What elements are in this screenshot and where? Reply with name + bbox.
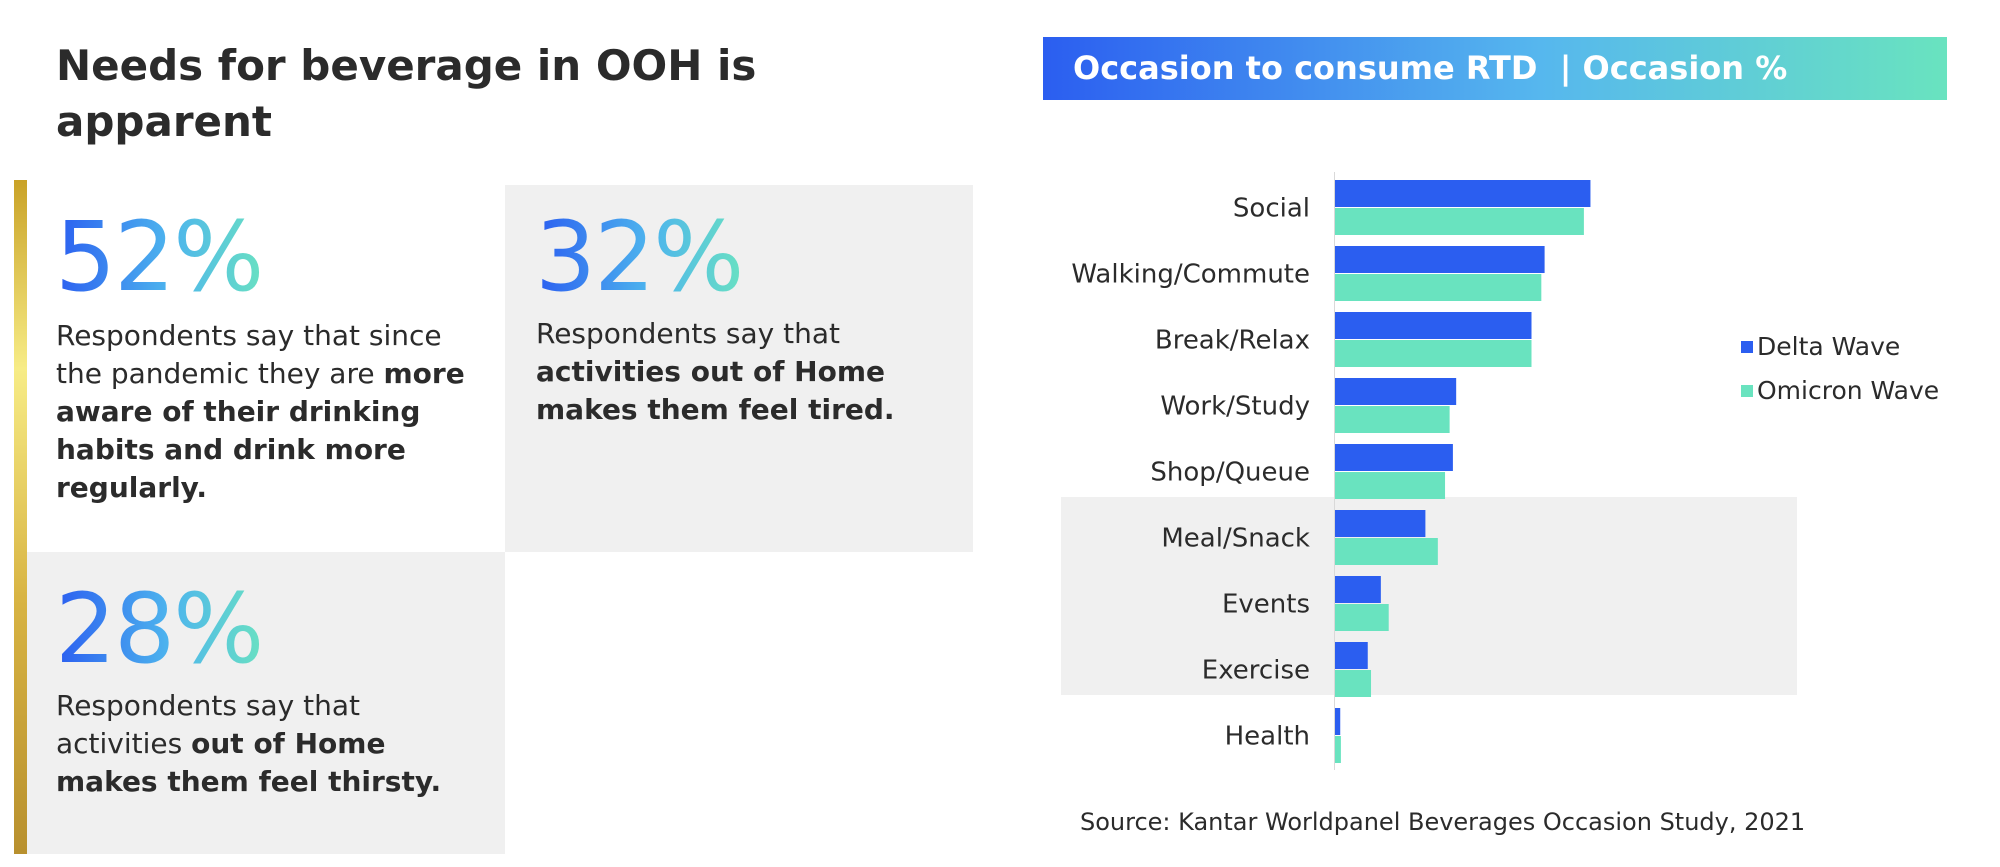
bar-delta-wave [1335, 378, 1457, 405]
bar-omicron-wave [1335, 472, 1446, 499]
category-label: Events [1222, 590, 1310, 620]
bar-delta-wave [1335, 246, 1545, 273]
category-label: Shop/Queue [1150, 458, 1310, 488]
stat-card-aware: 52% Respondents say that since the pande… [27, 185, 505, 552]
category-label: Meal/Snack [1161, 524, 1310, 554]
stat-description: Respondents say that activities out of H… [536, 317, 895, 426]
bar-omicron-wave [1335, 208, 1584, 235]
source-note: Source: Kantar Worldpanel Beverages Occa… [1080, 808, 1806, 836]
category-label: Exercise [1202, 656, 1310, 686]
legend-label-omicron-wave: Omicron Wave [1757, 376, 1939, 405]
accent-bar [14, 180, 27, 854]
bar-delta-wave [1335, 510, 1426, 537]
bar-omicron-wave [1335, 604, 1389, 631]
stat-card-thirsty: 28% Respondents say that activities out … [27, 552, 505, 854]
bar-delta-wave [1335, 576, 1381, 603]
bar-omicron-wave [1335, 340, 1532, 367]
legend-swatch-omicron-wave [1741, 385, 1753, 397]
bar-omicron-wave [1335, 274, 1542, 301]
stat-value: 52% [55, 201, 264, 313]
bar-delta-wave [1335, 642, 1368, 669]
stat-description: Respondents say that since the pandemic … [56, 319, 465, 504]
stat-description: Respondents say that activities out of H… [56, 689, 442, 798]
category-label: Work/Study [1160, 392, 1310, 422]
bar-delta-wave [1335, 444, 1453, 471]
legend-label-delta-wave: Delta Wave [1757, 332, 1900, 361]
legend-swatch-delta-wave [1741, 341, 1753, 353]
stat-value: 28% [55, 573, 264, 685]
bar-delta-wave [1335, 312, 1532, 339]
chart-title: Occasion to consume RTD | Occasion % [1073, 49, 1788, 87]
chart-title-banner: Occasion to consume RTD | Occasion % [1043, 37, 1947, 100]
highlight-band [1061, 497, 1797, 695]
bar-delta-wave [1335, 180, 1591, 207]
stat-value: 32% [535, 201, 744, 313]
bar-omicron-wave [1335, 736, 1341, 763]
category-label: Walking/Commute [1071, 260, 1310, 290]
stat-card-tired: 32% Respondents say that activities out … [505, 185, 973, 552]
category-label: Health [1225, 722, 1310, 752]
bar-omicron-wave [1335, 670, 1372, 697]
category-label: Break/Relax [1155, 326, 1310, 356]
page-title: Needs for beverage in OOH is apparent [56, 41, 757, 146]
bar-delta-wave [1335, 708, 1341, 735]
category-label: Social [1233, 194, 1310, 224]
bar-omicron-wave [1335, 538, 1438, 565]
bar-omicron-wave [1335, 406, 1450, 433]
